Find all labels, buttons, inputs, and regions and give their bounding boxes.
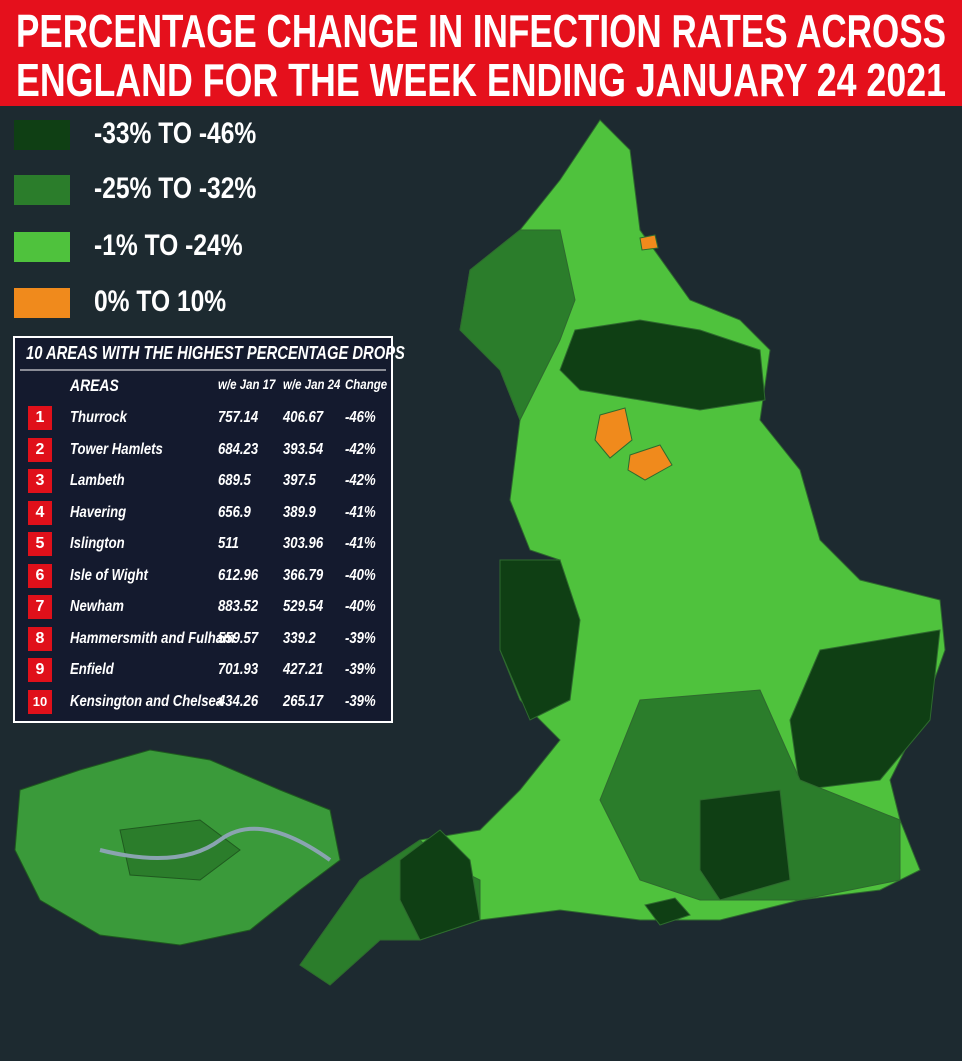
table-cell: -39%	[345, 661, 376, 678]
column-header: w/e Jan 24	[283, 376, 341, 392]
title-banner	[0, 0, 962, 106]
column-header: Change	[345, 376, 388, 392]
table-cell: 529.54	[283, 598, 324, 615]
table-cell: Newham	[70, 598, 124, 615]
table-cell: Kensington and Chelsea	[70, 692, 224, 710]
rank-badge: 2	[28, 437, 52, 462]
table-cell: 434.26	[218, 692, 259, 710]
table-cell: 511	[218, 535, 239, 552]
table-cell: 265.17	[283, 692, 324, 710]
table-cell: -40%	[345, 598, 376, 615]
table-cell: 427.21	[283, 661, 324, 678]
table-cell: 397.5	[283, 472, 316, 489]
legend-label: -25% TO -32%	[94, 172, 257, 205]
legend-swatch	[14, 288, 70, 318]
rank-badge: 5	[28, 532, 52, 556]
table-cell: 883.52	[218, 598, 259, 615]
table-cell: Enfield	[70, 661, 114, 678]
rank-badge: 1	[28, 406, 52, 430]
region	[699, 789, 791, 901]
legend-label: 0% TO 10%	[94, 285, 227, 318]
table-cell: 689.5	[218, 472, 251, 489]
table-cell: Hammersmith and Fulham	[70, 629, 235, 647]
rank-badge: 8	[28, 626, 52, 651]
table-cell: -39%	[345, 629, 376, 647]
region	[459, 229, 576, 422]
region	[594, 407, 633, 459]
legend-swatch	[14, 120, 70, 150]
table-cell: 656.9	[218, 503, 251, 521]
region	[627, 444, 673, 481]
england-map	[299, 119, 946, 986]
table-title: 10 AREAS WITH THE HIGHEST PERCENTAGE DRO…	[26, 343, 405, 363]
table-cell: -42%	[345, 440, 376, 458]
rank-badge: 3	[28, 469, 52, 493]
table-cell: 366.79	[283, 566, 324, 584]
table-box	[13, 336, 393, 723]
table-cell: 757.14	[218, 409, 259, 426]
table-cell: 393.54	[283, 440, 324, 458]
river	[99, 826, 332, 862]
table-cell: 612.96	[218, 566, 259, 584]
region	[499, 559, 581, 721]
legend-label: -33% TO -46%	[94, 117, 257, 150]
table-cell: 684.23	[218, 440, 259, 458]
title-line: PERCENTAGE CHANGE IN INFECTION RATES ACR…	[16, 5, 946, 57]
rank-badge: 6	[28, 563, 52, 588]
legend-label: -1% TO -24%	[94, 229, 243, 262]
table-cell: Lambeth	[70, 472, 125, 489]
legend	[14, 120, 70, 318]
london-region	[119, 819, 241, 881]
region	[399, 829, 481, 941]
title-line: ENGLAND FOR THE WEEK ENDING JANUARY 24 2…	[16, 54, 946, 106]
table-cell: -41%	[345, 535, 376, 552]
region	[639, 234, 659, 251]
column-header: AREAS	[70, 376, 119, 395]
table-cell: Tower Hamlets	[70, 440, 163, 458]
rank-badge: 9	[28, 658, 52, 682]
table-cell: 339.2	[283, 629, 316, 647]
table-cell: 389.9	[283, 503, 316, 521]
table-cell: Havering	[70, 503, 127, 521]
table-cell: Isle of Wight	[70, 566, 148, 584]
region	[644, 897, 691, 926]
rank-badge: 7	[28, 595, 52, 619]
column-header: w/e Jan 17	[218, 376, 276, 392]
table-cell: -40%	[345, 566, 376, 584]
table-cell: Thurrock	[70, 409, 127, 426]
table-cell: 303.96	[283, 535, 324, 552]
rank-badge: 4	[28, 500, 52, 525]
table-cell: 559.57	[218, 629, 259, 647]
table-cell: -46%	[345, 409, 376, 426]
table-cell: 406.67	[283, 409, 324, 426]
london-inset	[14, 749, 341, 946]
rank-badge: 10	[28, 689, 52, 714]
table-cell: Islington	[70, 535, 125, 552]
legend-swatch	[14, 175, 70, 205]
table-cell: -42%	[345, 472, 376, 489]
legend-swatch	[14, 232, 70, 262]
region	[789, 629, 941, 791]
table-cell: -39%	[345, 692, 376, 710]
region	[559, 319, 766, 411]
table-cell: -41%	[345, 503, 376, 521]
table-cell: 701.93	[218, 661, 259, 678]
